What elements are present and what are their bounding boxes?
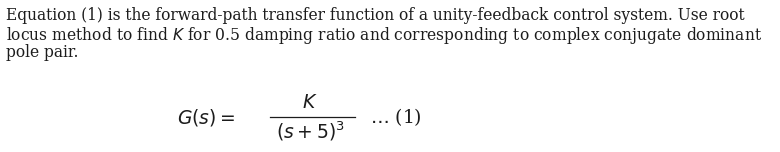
Text: pole pair.: pole pair.: [6, 44, 79, 61]
Text: locus method to find $K$ for 0.5 damping ratio and corresponding to complex conj: locus method to find $K$ for 0.5 damping…: [6, 26, 762, 47]
Text: $K$: $K$: [302, 94, 317, 112]
Text: Equation (1) is the forward-path transfer function of a unity-feedback control s: Equation (1) is the forward-path transfe…: [6, 7, 745, 24]
Text: $\ldots$ (1): $\ldots$ (1): [370, 106, 422, 128]
Text: $(s + 5)^3$: $(s + 5)^3$: [275, 119, 345, 143]
Text: $\mathit{G}(s) = $: $\mathit{G}(s) = $: [176, 107, 235, 128]
